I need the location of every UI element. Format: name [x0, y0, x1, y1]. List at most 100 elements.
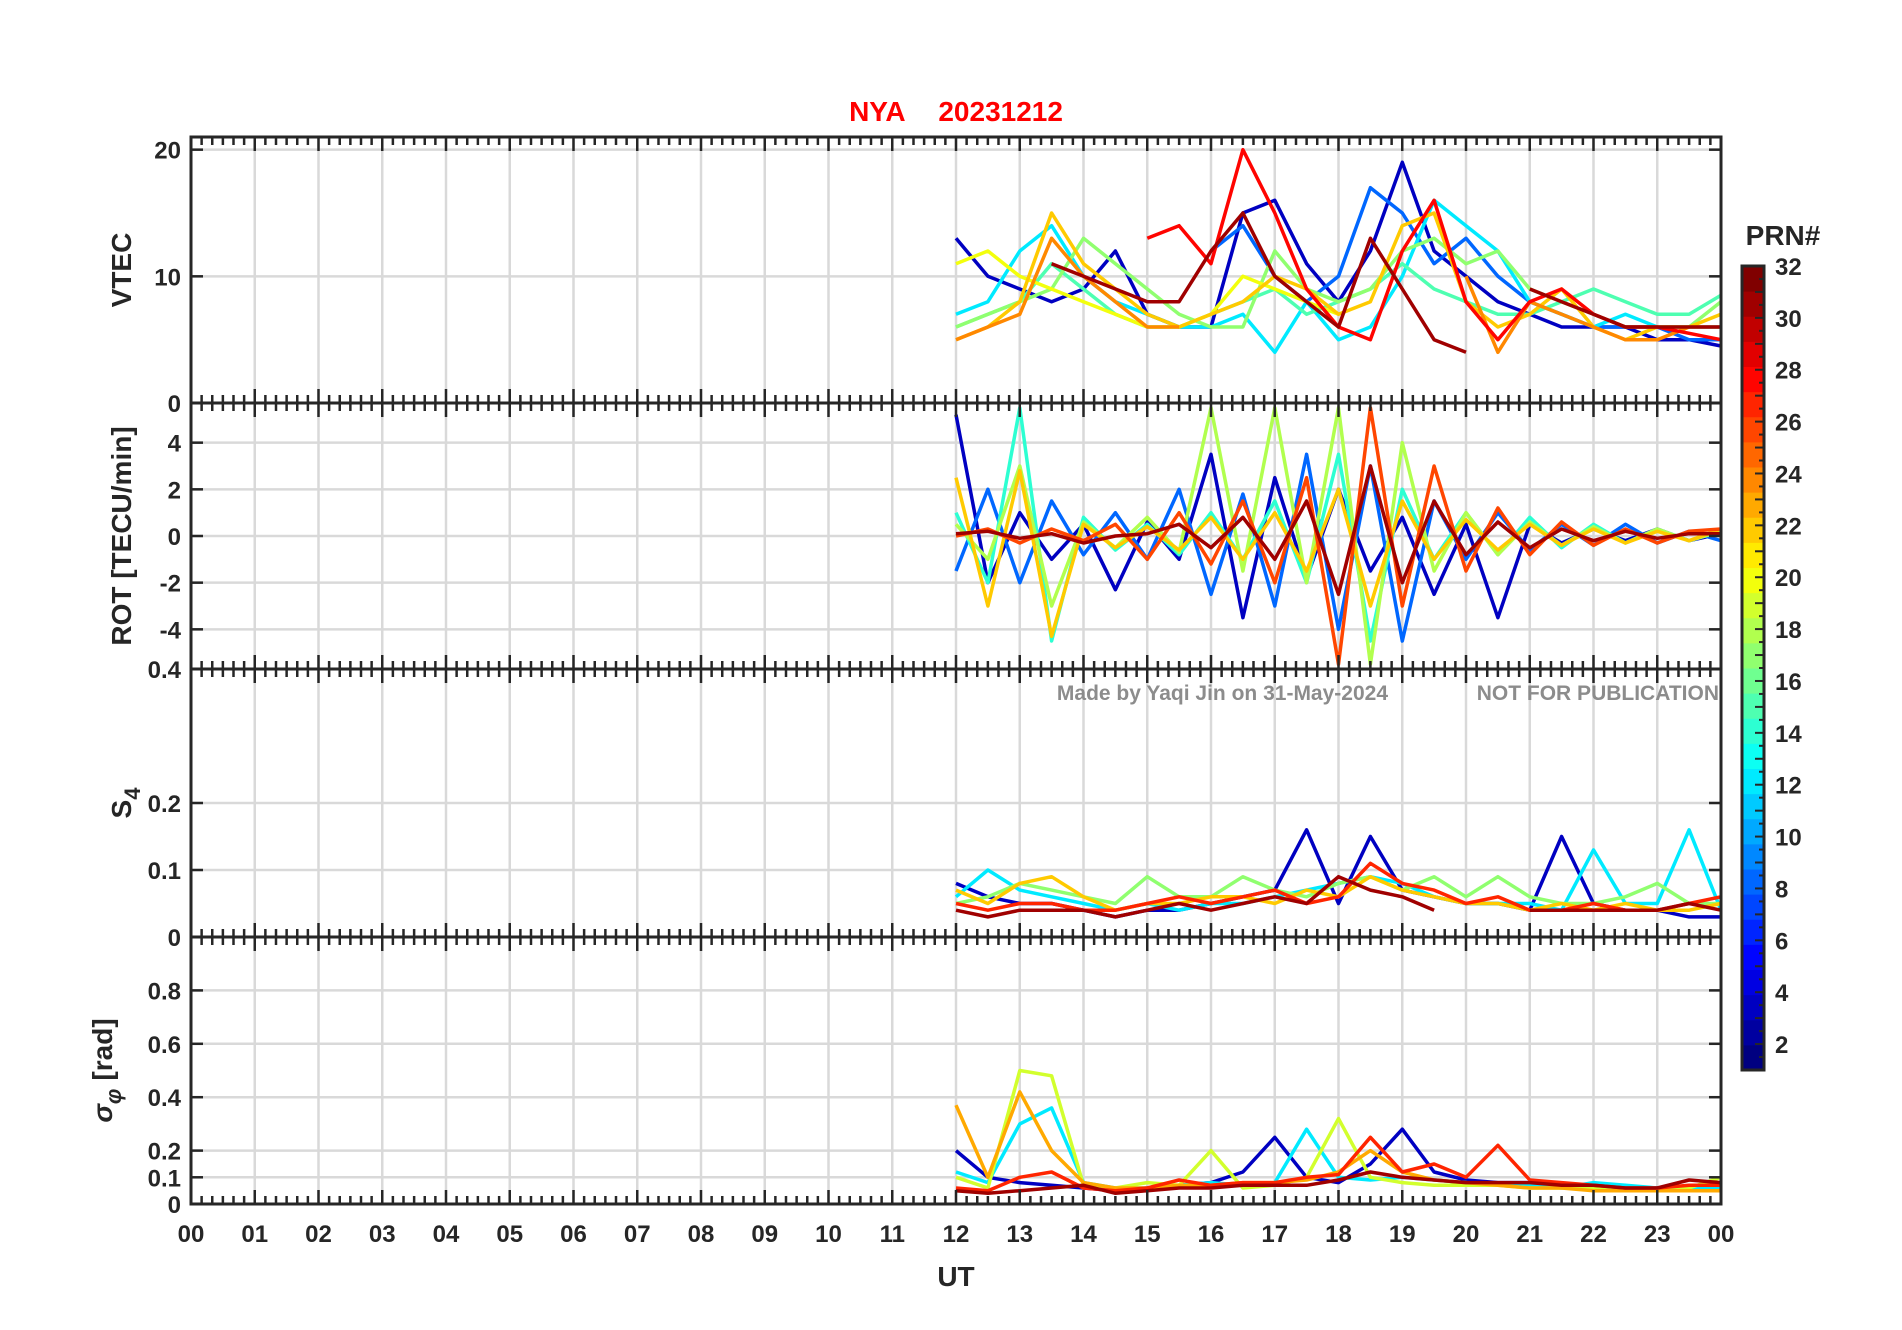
colorbar-segment [1742, 869, 1764, 895]
x-tick-label: 13 [1006, 1221, 1033, 1248]
y-axis-label-subscript: 4 [120, 787, 145, 800]
x-tick-label: 01 [241, 1221, 268, 1248]
colorbar-tick-label: 22 [1775, 513, 1802, 540]
panel-s4: 0 0.1 0.2 0.4 S4 [106, 657, 1723, 952]
x-tick-label: 16 [1198, 1221, 1225, 1248]
colorbar-tick-label: 20 [1775, 565, 1802, 592]
colorbar-segment [1742, 316, 1764, 342]
colorbar-segment [1742, 743, 1764, 769]
series-prn-31 [955, 874, 1722, 919]
series-prn-22 [954, 468, 1722, 639]
y-axis-label-subscript: φ [101, 1089, 126, 1104]
x-tick-label: 07 [624, 1221, 651, 1248]
y-tick-label: 0.8 [148, 978, 181, 1005]
colorbar-segment [1742, 391, 1764, 418]
colorbar-segment [1742, 1019, 1764, 1046]
y-axis-label: ROT [TECU/min] [106, 426, 137, 645]
colorbar-tick-label: 2 [1775, 1032, 1788, 1059]
colorbar-segment [1742, 592, 1764, 619]
y-tick-label: 0.4 [148, 1085, 182, 1112]
x-axis-label: UT [937, 1261, 974, 1292]
y-tick-label: 0.1 [148, 1165, 181, 1192]
panel-rot: -4 -2 0 2 4 ROT [TECU/min] [106, 401, 1723, 671]
y-tick-label: 20 [154, 138, 181, 165]
colorbar-segment [1742, 642, 1764, 669]
y-tick-label: 10 [154, 264, 181, 291]
colorbar-tick-label: 6 [1775, 928, 1788, 955]
colorbar-tick-label: 12 [1775, 773, 1802, 800]
colorbar-tick-label: 8 [1775, 876, 1788, 903]
x-tick-label: 17 [1261, 1221, 1288, 1248]
colorbar-segment [1742, 969, 1764, 996]
x-tick-label: 11 [880, 1221, 905, 1248]
series-prn-31 [1050, 211, 1721, 354]
colorbar-segment [1742, 266, 1764, 292]
colorbar-segment [1742, 341, 1764, 367]
x-tick-label: 10 [815, 1221, 842, 1248]
y-tick-label: 0 [168, 391, 181, 418]
x-tick-label: 08 [688, 1221, 715, 1248]
y-tick-label: 0 [168, 1192, 181, 1219]
colorbar-segment [1742, 718, 1764, 744]
colorbar-segment [1742, 894, 1764, 920]
colorbar-segment [1742, 818, 1764, 845]
y-tick-label: 0 [168, 524, 181, 551]
watermark-made-by: Made by Yaqi Jin on 31-May-2024 [1057, 682, 1388, 705]
x-tick-label: 14 [1070, 1221, 1097, 1248]
x-tick-label: 22 [1580, 1221, 1607, 1248]
colorbar-segment [1742, 291, 1764, 317]
x-tick-label: 00 [1708, 1221, 1735, 1248]
colorbar-segment [1742, 492, 1764, 518]
y-tick-label: 2 [168, 477, 181, 504]
watermark-notice: NOT FOR PUBLICATION [1477, 682, 1719, 705]
colorbar-segment [1742, 366, 1764, 393]
y-tick-label: 0.6 [148, 1032, 181, 1059]
y-tick-label: 0 [168, 925, 181, 952]
colorbar-tick-label: 18 [1775, 617, 1802, 644]
colorbar-segment [1742, 517, 1764, 543]
colorbar-tick-label: 10 [1775, 825, 1802, 852]
x-tick-label: 00 [178, 1221, 205, 1248]
panel-vtec: 0 10 20 VTEC [106, 135, 1723, 418]
colorbar-segment [1742, 441, 1764, 468]
colorbar-segment [1742, 1044, 1764, 1071]
y-axis-label: VTEC [106, 233, 137, 308]
x-tick-label: 12 [943, 1221, 970, 1248]
x-tick-label: 06 [560, 1221, 587, 1248]
colorbar-segment [1742, 467, 1764, 493]
x-tick-label: 18 [1325, 1221, 1352, 1248]
colorbar-segment [1742, 994, 1764, 1021]
colorbar-tick-label: 28 [1775, 358, 1802, 385]
colorbar-tick-label: 30 [1775, 306, 1802, 333]
chart-title: NYA 20231212 [849, 96, 1063, 127]
colorbar-segment [1742, 843, 1764, 870]
colorbar-segment [1742, 768, 1764, 795]
colorbar-segment [1742, 944, 1764, 970]
x-tick-label: 03 [369, 1221, 396, 1248]
colorbar-tick-label: 4 [1775, 980, 1789, 1007]
x-tick-label: 02 [305, 1221, 332, 1248]
y-tick-label: 4 [168, 431, 182, 458]
y-tick-label: 0.1 [148, 858, 181, 885]
colorbar-segment [1742, 567, 1764, 594]
y-tick-label: 0.2 [148, 791, 181, 818]
colorbar-tick-label: 16 [1775, 669, 1802, 696]
colorbar-tick-label: 14 [1775, 721, 1802, 748]
colorbar-segment [1742, 542, 1764, 568]
panel-sigma_phi: 00.10.20.40.60.8σφ[rad] [87, 935, 1723, 1219]
series-prn-14 [954, 405, 1722, 643]
x-tick-label: 04 [433, 1221, 460, 1248]
x-tick-label: 05 [496, 1221, 523, 1248]
y-tick-label: 0.4 [148, 657, 182, 684]
x-tick-labels: 00 01 02 03 04 05 06 07 08 09 10 11 12 13 14 15 16 17 18 19… [178, 1221, 1735, 1248]
colorbar-segment [1742, 617, 1764, 644]
colorbar-tick-label: 24 [1775, 461, 1802, 488]
colorbar-segment [1742, 693, 1764, 719]
x-tick-label: 20 [1453, 1221, 1480, 1248]
y-axis-label: S4 [106, 787, 145, 819]
colorbar-label: PRN# [1746, 220, 1821, 251]
y-tick-label: -4 [160, 617, 182, 644]
